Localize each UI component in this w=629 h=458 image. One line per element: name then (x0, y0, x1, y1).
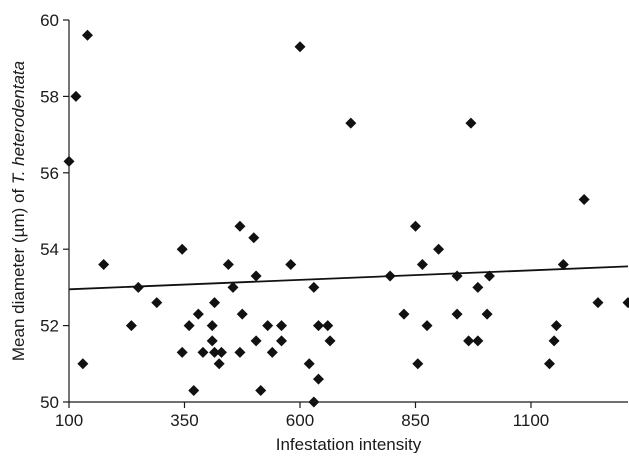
data-point (482, 309, 493, 320)
data-point (544, 358, 555, 369)
y-tick-label: 54 (40, 240, 59, 259)
axis-labels: Infestation intensity Mean diameter (µm)… (9, 61, 422, 453)
data-point (325, 335, 336, 346)
data-point (276, 320, 287, 331)
data-point (126, 320, 137, 331)
data-point (251, 270, 262, 281)
data-point (285, 259, 296, 270)
data-point (551, 320, 562, 331)
data-point (422, 320, 433, 331)
x-tick-label: 600 (286, 411, 314, 430)
data-point (345, 118, 356, 129)
x-axis-title: Infestation intensity (276, 435, 422, 453)
data-point (267, 347, 278, 358)
data-point (313, 374, 324, 385)
data-point (193, 309, 204, 320)
data-point (322, 320, 333, 331)
data-point (465, 118, 476, 129)
data-point (410, 221, 421, 232)
data-point (177, 347, 188, 358)
data-point (412, 358, 423, 369)
data-point (417, 259, 428, 270)
data-point (209, 297, 220, 308)
x-tick-label: 850 (401, 411, 429, 430)
data-point (82, 30, 93, 41)
data-point (251, 335, 262, 346)
data-point (223, 259, 234, 270)
x-tick-label: 350 (170, 411, 198, 430)
data-point (592, 297, 603, 308)
data-point (98, 259, 109, 270)
data-point (452, 309, 463, 320)
data-point (472, 335, 483, 346)
data-point (237, 309, 248, 320)
x-tick-label: 100 (55, 411, 83, 430)
data-point (151, 297, 162, 308)
data-point (234, 221, 245, 232)
data-point (197, 347, 208, 358)
axes: 50 52 54 56 58 60 100 350 600 850 1100 (40, 11, 628, 430)
data-point (177, 244, 188, 255)
data-point (549, 335, 560, 346)
data-point (248, 232, 259, 243)
data-point (234, 347, 245, 358)
data-point (304, 358, 315, 369)
plot-area (64, 30, 629, 408)
x-tick-label: 1100 (513, 411, 550, 430)
data-point (70, 91, 81, 102)
trendline (69, 266, 628, 289)
data-point (133, 282, 144, 293)
data-point (188, 385, 199, 396)
data-point (398, 309, 409, 320)
data-point (214, 358, 225, 369)
data-point (255, 385, 266, 396)
y-tick-label: 56 (40, 164, 59, 183)
data-point (207, 335, 218, 346)
data-point (579, 194, 590, 205)
y-tick-label: 60 (40, 11, 59, 30)
data-point (276, 335, 287, 346)
data-point (433, 244, 444, 255)
data-point (308, 282, 319, 293)
y-tick-label: 50 (40, 393, 59, 412)
data-point (207, 320, 218, 331)
y-axis-title-prefix: Mean diameter (µm) of (9, 184, 28, 361)
data-point (623, 297, 629, 308)
data-point (385, 270, 396, 281)
data-point (77, 358, 88, 369)
data-point (294, 41, 305, 52)
y-axis-title: Mean diameter (µm) of T. heterodentata (9, 61, 28, 361)
y-tick-label: 58 (40, 87, 59, 106)
data-point (472, 282, 483, 293)
data-point (452, 270, 463, 281)
y-axis-title-species: T. heterodentata (9, 61, 28, 184)
data-point (216, 347, 227, 358)
y-tick-label: 52 (40, 317, 59, 336)
data-point (184, 320, 195, 331)
data-point (262, 320, 273, 331)
